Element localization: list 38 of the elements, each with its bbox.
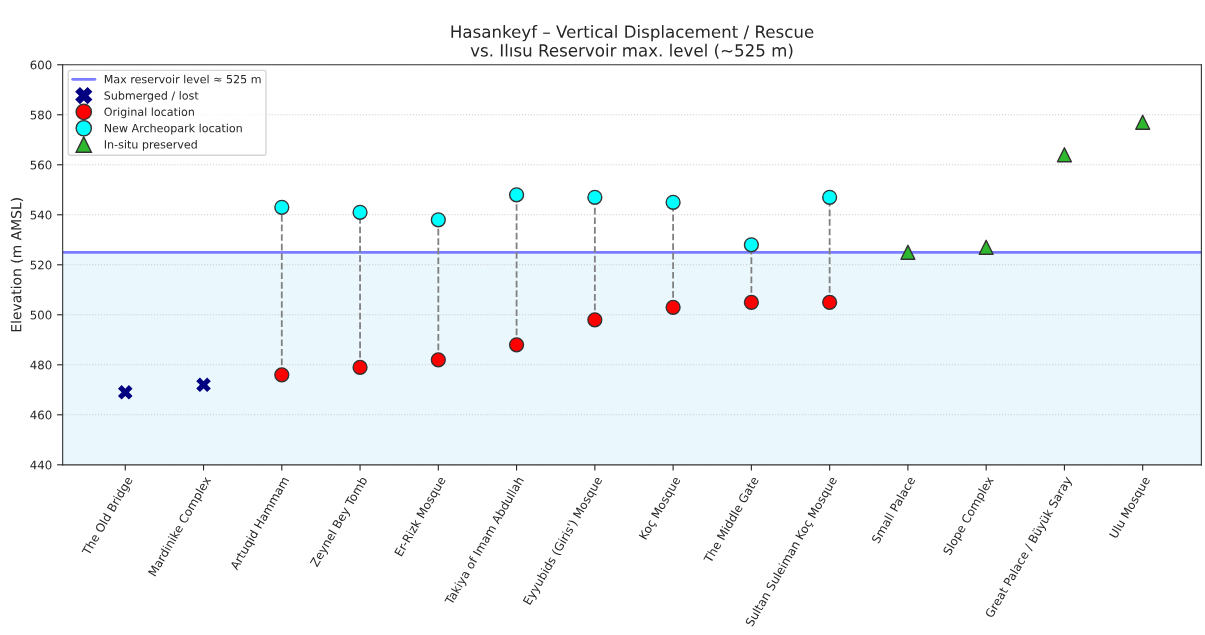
point bbox=[978, 239, 994, 255]
legend-label: Submerged / lost bbox=[104, 91, 199, 102]
point bbox=[430, 212, 446, 228]
y-tick-label: 520 bbox=[30, 260, 52, 270]
point bbox=[352, 204, 368, 220]
y-tick-label: 500 bbox=[30, 310, 52, 320]
point bbox=[274, 367, 290, 383]
y-axis-title: Elevation (m AMSL) bbox=[10, 198, 24, 332]
chart-title: Hasankeyf – Vertical Displacement / Rescue vs. Ilısu Reservoir max. level (~525 m) bbox=[451, 25, 814, 59]
point bbox=[196, 377, 211, 393]
point bbox=[900, 244, 916, 260]
point bbox=[1056, 147, 1073, 163]
point bbox=[743, 294, 760, 310]
point bbox=[1135, 114, 1151, 130]
y-tick-label: 600 bbox=[30, 60, 52, 70]
point bbox=[587, 189, 603, 205]
point bbox=[508, 187, 525, 203]
point bbox=[508, 337, 525, 353]
point bbox=[665, 194, 681, 210]
point bbox=[117, 385, 133, 400]
point bbox=[274, 199, 290, 215]
y-tick-label: 560 bbox=[30, 160, 52, 170]
y-tick-label: 460 bbox=[30, 410, 52, 420]
y-tick-label: 580 bbox=[30, 110, 52, 120]
point bbox=[352, 359, 368, 375]
y-tick-label: 540 bbox=[30, 210, 52, 220]
point bbox=[743, 237, 760, 253]
y-tick-label: 480 bbox=[30, 360, 52, 370]
legend-label: Original location bbox=[104, 107, 194, 119]
point bbox=[665, 299, 681, 315]
point bbox=[430, 352, 446, 368]
point bbox=[587, 312, 603, 328]
point bbox=[821, 189, 838, 205]
legend-label: In-situ preserved bbox=[104, 140, 197, 151]
legend-label: New Archeopark location bbox=[104, 123, 242, 135]
point bbox=[821, 294, 838, 310]
y-tick-label: 440 bbox=[30, 460, 52, 470]
legend-label: Max reservoir level ≈ 525 m bbox=[104, 74, 261, 84]
